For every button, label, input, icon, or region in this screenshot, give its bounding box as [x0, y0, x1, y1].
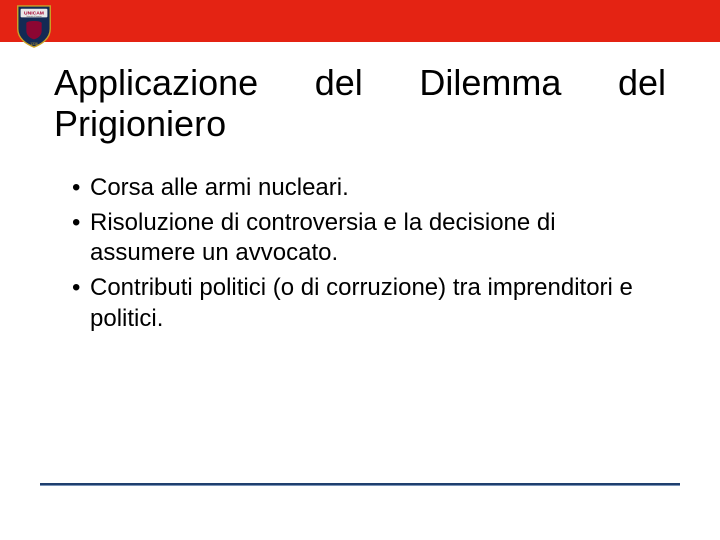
slide-title: Applicazione del Dilemma del Prigioniero [54, 62, 666, 145]
bullet-list: Corsa alle armi nucleari. Risoluzione di… [54, 173, 666, 335]
shield-icon: UNICAM Università di Camerino 1336 [14, 4, 54, 48]
svg-text:UNICAM: UNICAM [24, 11, 44, 17]
bottom-divider [40, 483, 680, 486]
svg-text:1336: 1336 [30, 42, 38, 46]
list-item: Corsa alle armi nucleari. [72, 173, 666, 204]
slide-content: Applicazione del Dilemma del Prigioniero… [0, 42, 720, 334]
top-bar [0, 0, 720, 42]
list-item: Risoluzione di controversia e la decisio… [72, 208, 666, 269]
list-item: Contributi politici (o di corruzione) tr… [72, 273, 666, 334]
logo: UNICAM Università di Camerino 1336 [14, 4, 54, 53]
